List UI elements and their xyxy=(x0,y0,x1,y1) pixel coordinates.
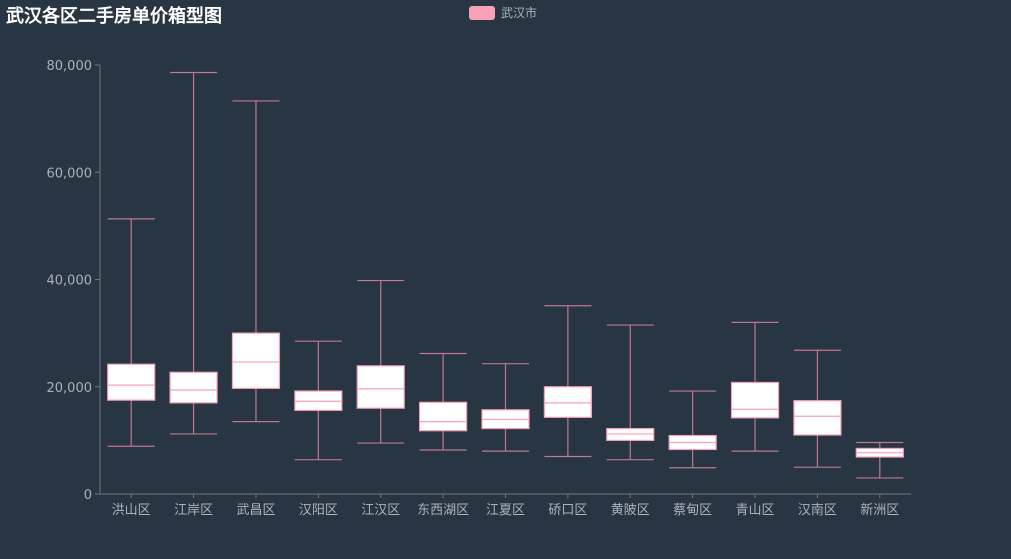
legend-label: 武汉市 xyxy=(501,6,538,20)
y-tick-label: 60,000 xyxy=(47,166,93,181)
box-body xyxy=(419,401,468,432)
x-tick-label: 江汉区 xyxy=(361,503,400,518)
x-tick-label: 江夏区 xyxy=(486,503,525,518)
box-body xyxy=(730,381,780,419)
legend-swatch xyxy=(469,5,495,20)
box-body xyxy=(543,386,592,418)
x-tick-label: 青山区 xyxy=(736,503,775,518)
y-tick-label: 40,000 xyxy=(47,274,93,289)
x-tick-label: 武昌区 xyxy=(236,503,275,518)
x-tick-label: 黄陂区 xyxy=(611,502,650,518)
box-body xyxy=(107,363,156,401)
y-tick-label: 20,000 xyxy=(47,381,93,396)
x-tick-label: 新洲区 xyxy=(860,502,899,518)
legend-item[interactable]: 武汉市 xyxy=(469,4,537,21)
box-body xyxy=(356,365,405,409)
y-tick-label: 0 xyxy=(84,488,92,503)
box-body xyxy=(169,371,218,404)
x-tick-label: 汉南区 xyxy=(798,502,837,518)
chart-title: 武汉各区二手房单价箱型图 xyxy=(6,6,222,27)
box-body xyxy=(793,400,842,436)
x-tick-label: 洪山区 xyxy=(112,503,151,518)
x-tick-label: 蔡甸区 xyxy=(673,503,712,518)
x-tick-label: 东西湖区 xyxy=(417,503,469,518)
y-tick-label: 80,000 xyxy=(47,59,93,74)
box-body xyxy=(231,332,281,389)
x-tick-label: 江岸区 xyxy=(174,503,213,518)
x-tick-label: 硚口区 xyxy=(548,503,587,518)
x-tick-label: 汉阳区 xyxy=(299,503,338,518)
